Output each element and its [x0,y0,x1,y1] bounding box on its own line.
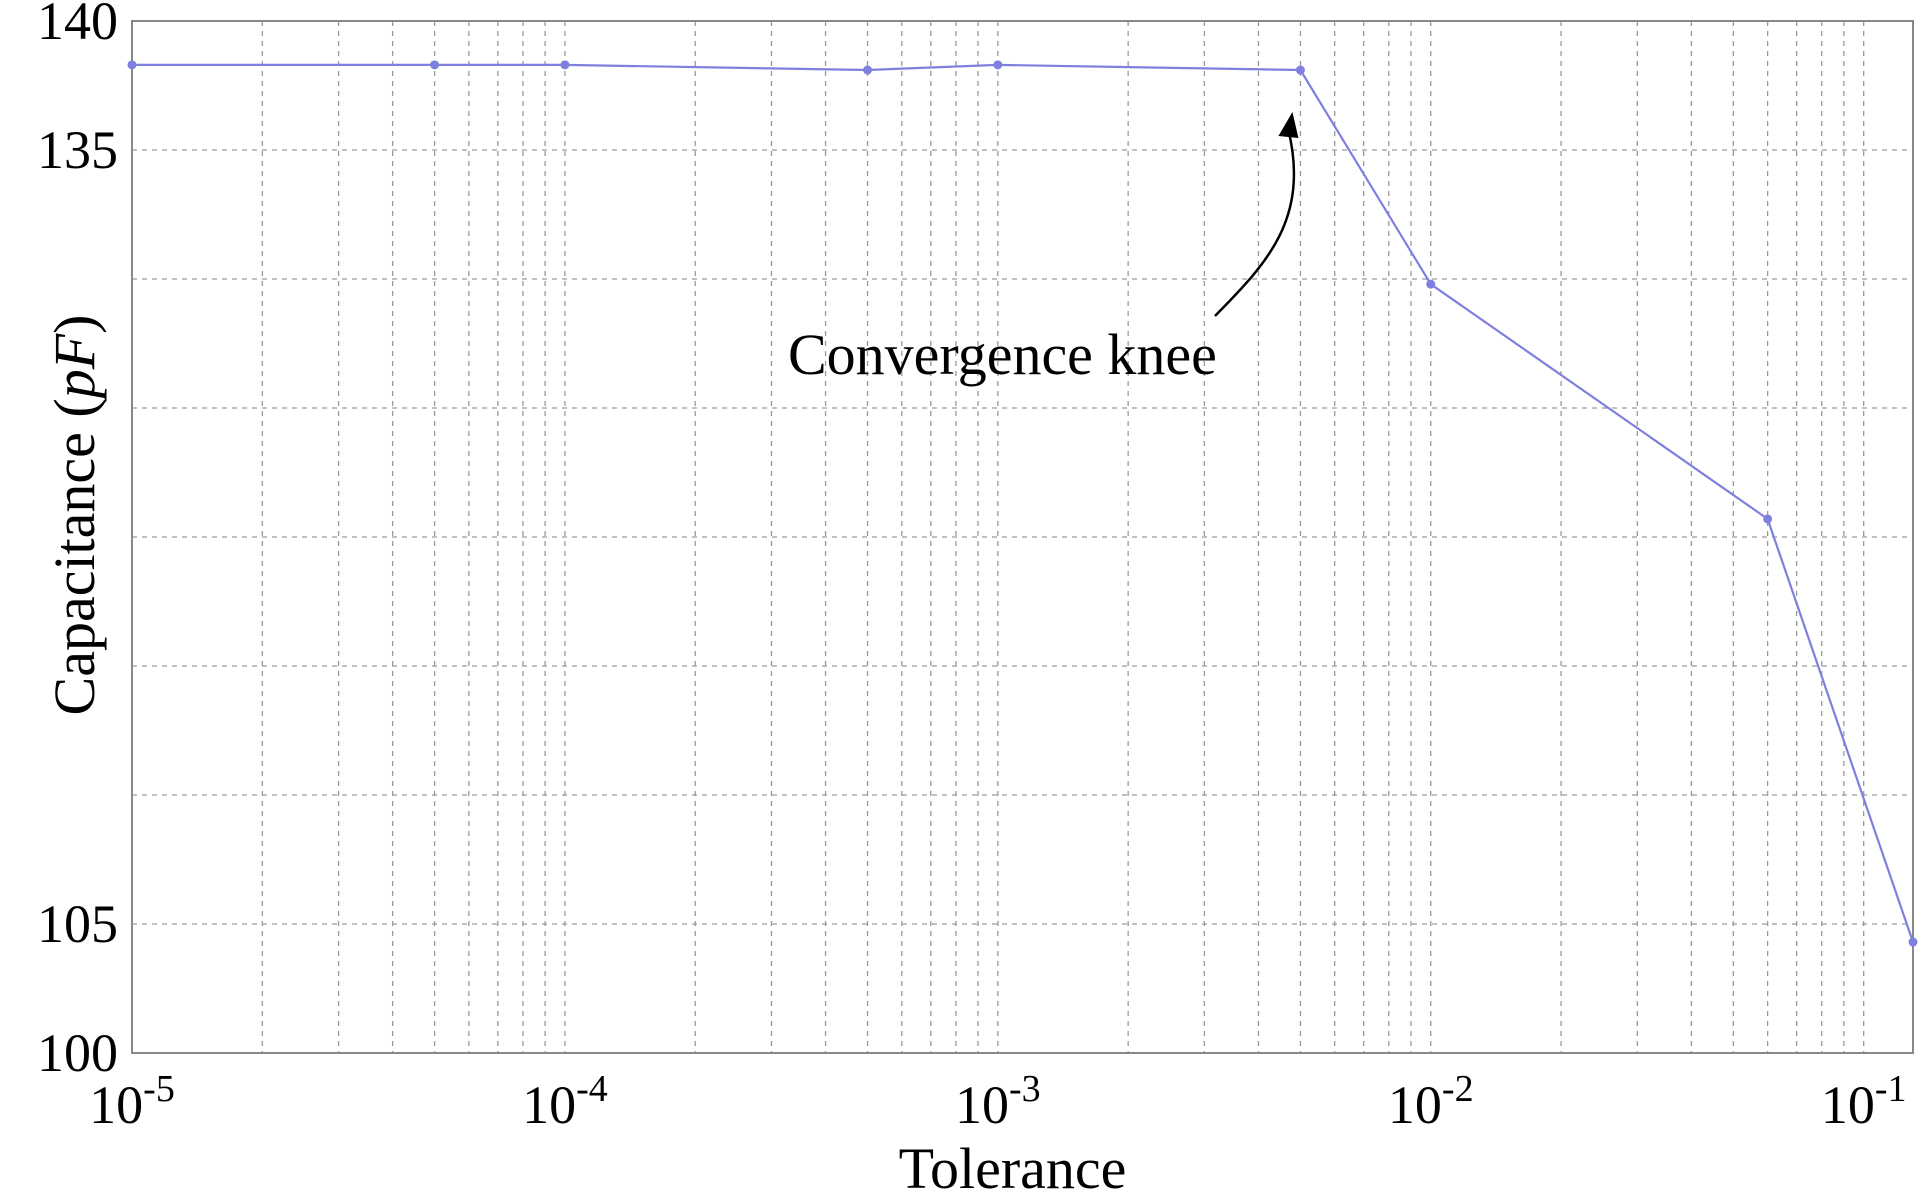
y-tick-label: 100 [37,1023,118,1083]
x-axis-title: Tolerance [899,1136,1127,1201]
x-tick-base: 10 [1388,1075,1442,1135]
grid-major-lines [132,21,1913,1053]
x-tick-exponent: -1 [1875,1068,1907,1110]
plot-frame [131,20,1914,1054]
x-tick-exponent: -4 [576,1068,608,1110]
grid-minor-lines [261,21,1845,1053]
x-tick-exponent: -5 [143,1068,175,1110]
x-tick-label: 10-4 [522,1068,608,1135]
y-axis-title-close: ) [42,315,107,334]
x-tick-base: 10 [1821,1075,1875,1135]
x-tick-base: 10 [955,1075,1009,1135]
y-tick-label: 105 [37,894,118,954]
x-tick-label: 10-3 [955,1068,1041,1135]
annotation-layer: Convergence knee [788,112,1299,387]
data-point [1908,937,1918,947]
annotation-arrow-head [1278,112,1299,139]
x-tick-base: 10 [89,1075,143,1135]
annotation-arrow [1214,129,1296,317]
series-line [132,63,1915,943]
data-point [1763,514,1773,524]
data-point [1426,279,1436,289]
x-tick-exponent: -3 [1009,1068,1041,1110]
data-point [993,60,1003,70]
data-point [560,60,570,70]
data-point [127,60,137,70]
x-tick-label: 10-2 [1388,1068,1474,1135]
data-point [430,60,440,70]
annotation-convergence-knee: Convergence knee [788,322,1217,387]
y-axis-title-main: Capacitance ( [42,398,107,715]
x-tick-labels: 10-5 10-4 10-3 10-2 10-1 [89,1068,1906,1135]
x-tick-label: 10-5 [89,1068,175,1135]
y-tick-label: 135 [37,120,118,180]
x-tick-exponent: -2 [1442,1068,1474,1110]
x-tick-label: 10-1 [1821,1068,1907,1135]
data-point [863,65,873,75]
data-point [1295,65,1305,75]
series-layer [127,60,1918,947]
y-tick-labels: 140 135 105 100 [37,0,118,1083]
y-axis-title-unit: pF [42,333,107,402]
x-tick-base: 10 [522,1075,576,1135]
y-tick-label: 140 [37,0,118,51]
y-axis-title: Capacitance (pF) [42,315,107,716]
